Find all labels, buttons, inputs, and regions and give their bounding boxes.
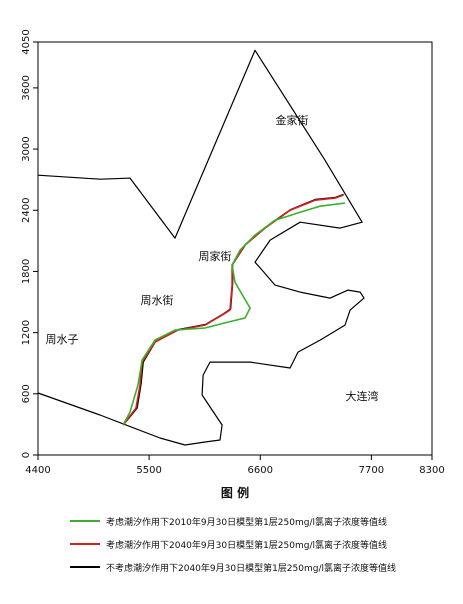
y-tick-label: 1200 <box>21 320 32 345</box>
x-tick-label: 4400 <box>25 465 50 476</box>
x-tick-label: 6600 <box>248 465 273 476</box>
contour-line <box>122 193 344 426</box>
y-tick-label: 0 <box>21 452 32 458</box>
x-tick-label: 7700 <box>359 465 384 476</box>
y-tick-label: 3600 <box>21 75 32 100</box>
x-tick-label: 5500 <box>136 465 161 476</box>
place-label: 周水子 <box>46 333 79 346</box>
legend-label: 不考虑潮汐作用下2040年9月30日模型第1层250mg/l氯离子浓度等值线 <box>106 562 396 574</box>
y-tick-label: 4050 <box>21 29 32 54</box>
contour-line <box>122 194 344 426</box>
x-tick-label: 8300 <box>419 465 444 476</box>
y-tick-label: 2400 <box>21 198 32 223</box>
y-tick-label: 3000 <box>21 136 32 161</box>
place-label: 大连湾 <box>346 389 379 403</box>
y-tick-label: 1800 <box>21 259 32 284</box>
place-label: 周家街 <box>199 249 232 263</box>
place-label: 金家街 <box>276 113 309 127</box>
place-label: 周水街 <box>141 293 174 307</box>
legend-title: 图 例 <box>221 485 249 500</box>
legend-label: 考虑潮汐作用下2040年9月30日模型第1层250mg/l氯离子浓度等值线 <box>106 539 387 551</box>
y-tick-label: 600 <box>21 384 32 403</box>
plot-frame <box>37 41 433 456</box>
contour-line <box>122 202 346 426</box>
coastline <box>37 49 365 446</box>
legend-label: 考虑潮汐作用下2010年9月30日模型第1层250mg/l氯离子浓度等值线 <box>106 516 387 528</box>
